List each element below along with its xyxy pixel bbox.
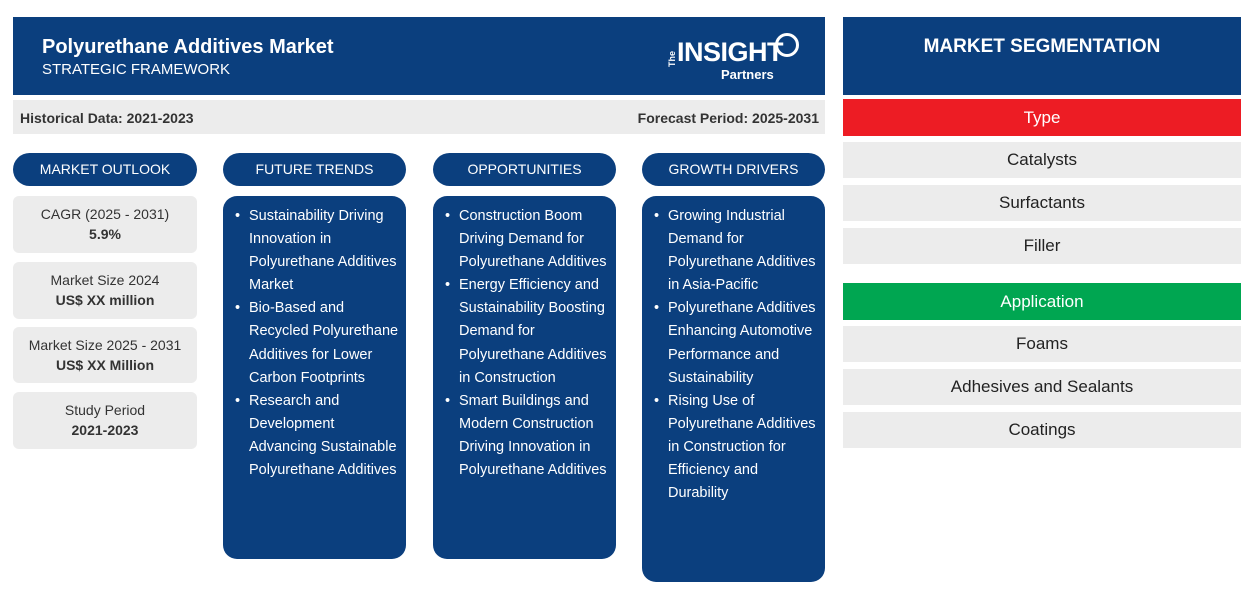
future-trends-header: FUTURE TRENDS [223, 153, 406, 186]
study-period-stat: Study Period 2021-2023 [13, 392, 197, 449]
list-item: Rising Use of Polyurethane Additives in … [653, 390, 819, 505]
future-trends-card: Sustainability Driving Innovation in Pol… [223, 196, 406, 559]
list-item: Growing Industrial Demand for Polyuretha… [653, 205, 819, 297]
type-category-header: Type [843, 99, 1241, 136]
opportunities-header: OPPORTUNITIES [433, 153, 616, 186]
page-title: Polyurethane Additives Market [42, 36, 334, 58]
segment-item-filler: Filler [843, 228, 1241, 264]
header-banner: Polyurethane Additives Market STRATEGIC … [13, 17, 825, 95]
period-bar: Historical Data: 2021-2023 Forecast Peri… [13, 100, 825, 134]
segment-item-coatings: Coatings [843, 412, 1241, 448]
segment-item-surfactants: Surfactants [843, 185, 1241, 221]
list-item: Bio-Based and Recycled Polyurethane Addi… [234, 297, 400, 389]
segment-item-adhesives-sealants: Adhesives and Sealants [843, 369, 1241, 405]
list-item: Smart Buildings and Modern Construction … [444, 390, 610, 482]
growth-drivers-card: Growing Industrial Demand for Polyuretha… [642, 196, 825, 582]
page-subtitle: STRATEGIC FRAMEWORK [42, 61, 231, 78]
opportunities-card: Construction Boom Driving Demand for Pol… [433, 196, 616, 559]
segment-item-foams: Foams [843, 326, 1241, 362]
list-item: Construction Boom Driving Demand for Pol… [444, 205, 610, 274]
list-item: Energy Efficiency and Sustainability Boo… [444, 274, 610, 389]
segment-item-catalysts: Catalysts [843, 142, 1241, 178]
growth-drivers-header: GROWTH DRIVERS [642, 153, 825, 186]
cagr-stat: CAGR (2025 - 2031) 5.9% [13, 196, 197, 253]
market-outlook-header: MARKET OUTLOOK [13, 153, 197, 186]
list-item: Research and Development Advancing Susta… [234, 390, 400, 482]
market-segmentation-header: MARKET SEGMENTATION [843, 17, 1241, 95]
list-item: Sustainability Driving Innovation in Pol… [234, 205, 400, 297]
market-size-2024-stat: Market Size 2024 US$ XX million [13, 262, 197, 319]
logo-ring-icon [775, 33, 799, 57]
market-size-forecast-stat: Market Size 2025 - 2031 US$ XX Million [13, 327, 197, 383]
historical-data-label: Historical Data: 2021-2023 [20, 110, 194, 126]
list-item: Polyurethane Additives Enhancing Automot… [653, 297, 819, 389]
application-category-header: Application [843, 283, 1241, 320]
insight-partners-logo: The INSIGHT Partners [663, 33, 803, 83]
forecast-period-label: Forecast Period: 2025-2031 [637, 110, 819, 126]
